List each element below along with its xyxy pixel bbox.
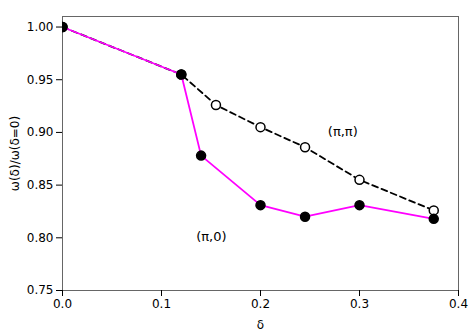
svg-text:0.95: 0.95 (27, 73, 54, 87)
svg-text:0.4: 0.4 (449, 297, 468, 311)
svg-text:0.85: 0.85 (27, 178, 54, 192)
svg-text:0.0: 0.0 (53, 297, 72, 311)
svg-text:0.3: 0.3 (350, 297, 369, 311)
svg-text:δ: δ (257, 318, 264, 332)
svg-text:0.90: 0.90 (27, 125, 54, 139)
svg-text:ω(δ)/ω(δ=0): ω(δ)/ω(δ=0) (8, 116, 22, 191)
svg-text:0.2: 0.2 (251, 297, 270, 311)
svg-text:1.00: 1.00 (27, 20, 54, 34)
svg-text:(π,π): (π,π) (328, 124, 358, 139)
svg-text:(π,0): (π,0) (196, 229, 226, 244)
svg-text:0.80: 0.80 (27, 231, 54, 245)
svg-text:0.75: 0.75 (27, 283, 54, 297)
svg-text:0.1: 0.1 (152, 297, 171, 311)
